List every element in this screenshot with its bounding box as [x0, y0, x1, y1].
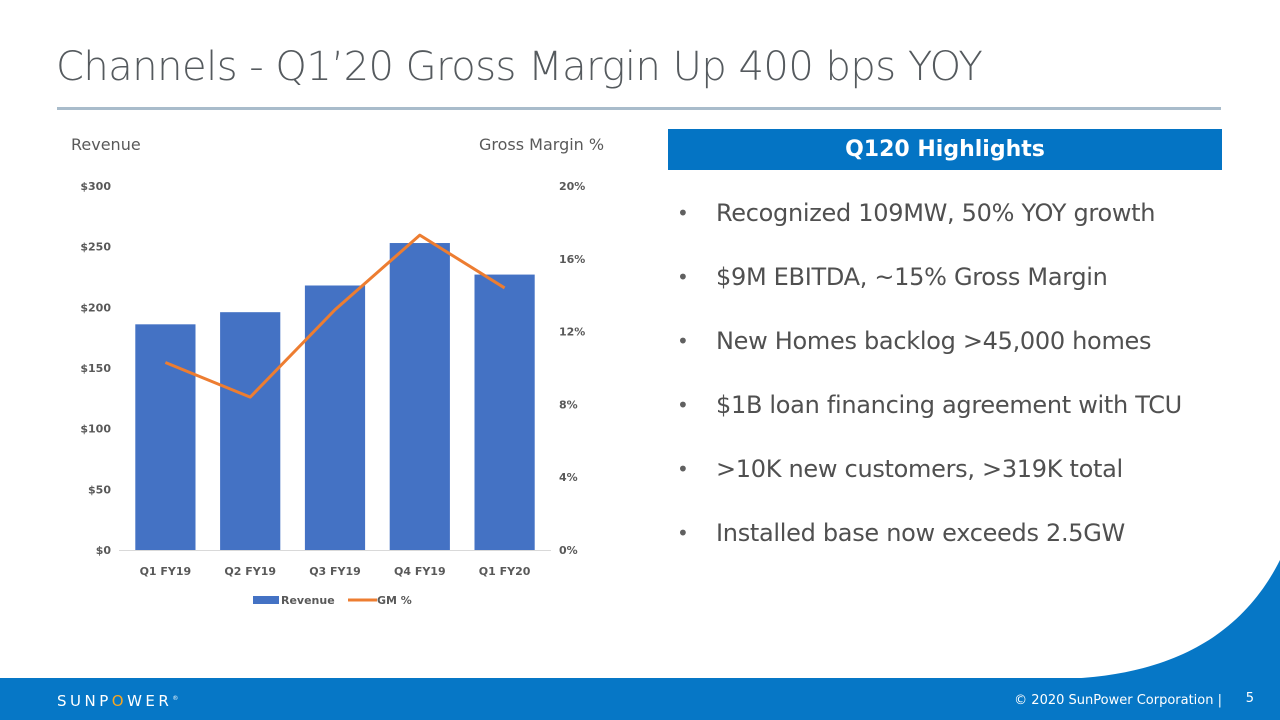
highlights-list: • Recognized 109MW, 50% YOY growth • $9M EB… [674, 193, 1234, 577]
revenue-bar [474, 274, 535, 550]
y-tick-label: $50 [88, 483, 111, 496]
y2-tick-label: 12% [559, 326, 585, 339]
highlight-item: • >10K new customers, >319K total [674, 449, 1234, 513]
y2-tick-label: 8% [559, 398, 578, 411]
legend-label-revenue: Revenue [281, 594, 335, 607]
title-divider [57, 107, 1221, 110]
highlights-header: Q120 Highlights [668, 129, 1222, 170]
logo-sun-o: O [111, 692, 128, 710]
y2-tick-label: 0% [559, 544, 578, 557]
logo-part-1: SUNP [57, 692, 112, 710]
sunpower-logo: SUNPOWER® [57, 692, 178, 710]
x-tick-label: Q3 FY19 [309, 565, 361, 578]
revenue-bar [135, 324, 196, 550]
y2-tick-label: 16% [559, 253, 585, 266]
y-tick-label: $0 [96, 544, 112, 557]
bullet-icon: • [677, 521, 689, 545]
revenue-bar [389, 243, 450, 550]
highlight-item: • Recognized 109MW, 50% YOY growth [674, 193, 1234, 257]
highlight-text: $9M EBITDA, ~15% Gross Margin [716, 263, 1108, 291]
y-tick-label: $150 [80, 362, 111, 375]
logo-part-2: WER [127, 692, 173, 710]
highlight-text: Installed base now exceeds 2.5GW [716, 519, 1125, 547]
slide-title: Channels - Q1’20 Gross Margin Up 400 bps… [56, 44, 983, 90]
y2-tick-label: 4% [559, 471, 578, 484]
revenue-bar [304, 285, 366, 550]
highlight-text: >10K new customers, >319K total [716, 455, 1123, 483]
bullet-icon: • [677, 329, 689, 353]
x-tick-label: Q1 FY20 [479, 565, 531, 578]
legend-label-gm: GM % [377, 594, 412, 607]
bullet-icon: • [677, 457, 689, 481]
y-tick-label: $100 [80, 423, 111, 436]
x-tick-label: Q1 FY19 [140, 565, 192, 578]
highlight-item: • Installed base now exceeds 2.5GW [674, 513, 1234, 577]
highlight-text: New Homes backlog >45,000 homes [716, 327, 1152, 355]
highlight-text: Recognized 109MW, 50% YOY growth [716, 199, 1156, 227]
y-axis-title-revenue: Revenue [71, 135, 141, 154]
highlight-item: • $9M EBITDA, ~15% Gross Margin [674, 257, 1234, 321]
combo-chart: $0 $50 $100 $150 $200 $250 $300 0% 4% 8% 12% 16% 20%… [80, 180, 585, 607]
y-tick-label: $200 [80, 301, 111, 314]
highlight-item: • $1B loan financing agreement with TCU [674, 385, 1234, 449]
highlight-text: $1B loan financing agreement with TCU [716, 391, 1182, 419]
y-tick-label: $250 [80, 241, 111, 254]
x-tick-label: Q2 FY19 [224, 565, 276, 578]
y-tick-label: $300 [80, 180, 111, 193]
x-tick-label: Q4 FY19 [394, 565, 446, 578]
highlight-item: • New Homes backlog >45,000 homes [674, 321, 1234, 385]
legend-swatch-revenue [253, 596, 279, 604]
bullet-icon: • [677, 265, 689, 289]
bullet-icon: • [677, 393, 689, 417]
footer-bar [0, 678, 1280, 720]
bullet-icon: • [677, 201, 689, 225]
copyright-text: © 2020 SunPower Corporation | [1014, 693, 1222, 708]
revenue-bar [220, 312, 281, 550]
y2-axis-title-gross-margin: Gross Margin % [479, 135, 605, 154]
y2-tick-label: 20% [559, 180, 585, 193]
registered-mark: ® [172, 695, 179, 702]
page-number: 5 [1245, 691, 1254, 706]
